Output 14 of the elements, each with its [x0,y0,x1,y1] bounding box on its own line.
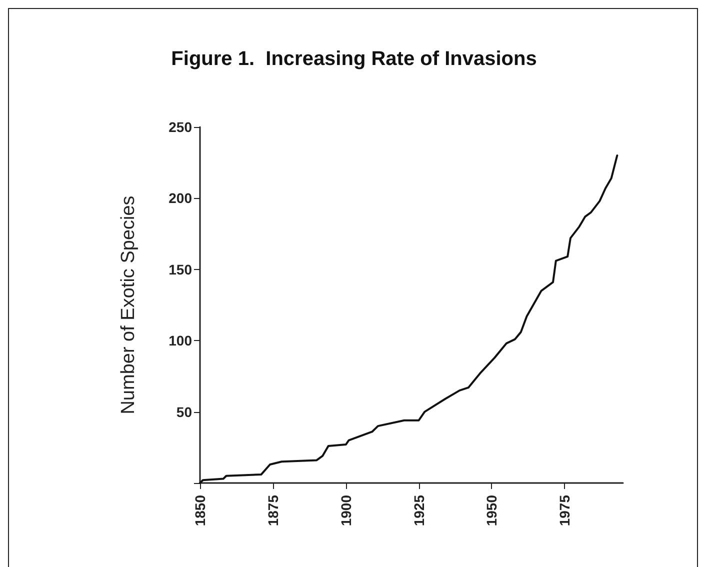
y-tick-label: 150 [168,261,192,278]
x-tick-label: 1950 [484,494,500,526]
y-axis-title: Number of Exotic Species [118,196,139,414]
y-tick-label: 50 [176,404,192,420]
chart-title: Figure 1. Increasing Rate of Invasions [171,48,537,70]
y-tick-label: 200 [168,190,192,206]
x-tick-label: 1975 [556,494,573,526]
y-tick-label: 100 [168,332,192,349]
x-tick-label: 1850 [192,494,208,526]
x-tick-label: 1900 [338,494,354,526]
line-series [199,154,618,484]
x-tick-label: 1925 [410,494,427,526]
x-tick-label: 1875 [264,494,281,526]
y-tick-label: 250 [168,119,192,135]
